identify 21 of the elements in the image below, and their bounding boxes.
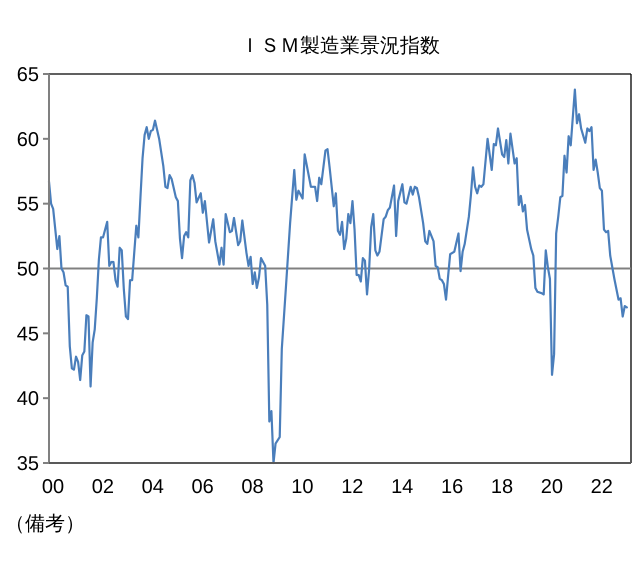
x-tick-label: 02: [92, 476, 114, 498]
y-tick-label: 60: [16, 128, 39, 151]
x-tick-label: 06: [192, 476, 214, 498]
x-tick-label: 08: [241, 476, 264, 498]
x-tick-label: 16: [440, 476, 464, 498]
x-tick-label: 18: [490, 476, 514, 498]
x-tick-label: 04: [142, 476, 164, 498]
y-tick-label: 50: [16, 258, 39, 280]
y-tick-label: 45: [16, 323, 39, 346]
text: （備考）: [5, 513, 85, 535]
x-tick-label: 10: [291, 476, 314, 498]
x-tick-label: 20: [540, 476, 563, 498]
y-tick-label: 65: [16, 64, 39, 86]
x-tick-label: 22: [590, 476, 613, 498]
y-tick-label: 35: [16, 453, 39, 475]
y-tick-label: 40: [16, 388, 39, 410]
x-tick-label: 12: [341, 476, 364, 498]
x-tick-label: 14: [391, 476, 414, 498]
chart-title: ＩＳＭ製造業景況指数: [240, 35, 440, 57]
y-tick-label: 55: [16, 194, 39, 216]
x-tick-label: 00: [42, 476, 64, 498]
